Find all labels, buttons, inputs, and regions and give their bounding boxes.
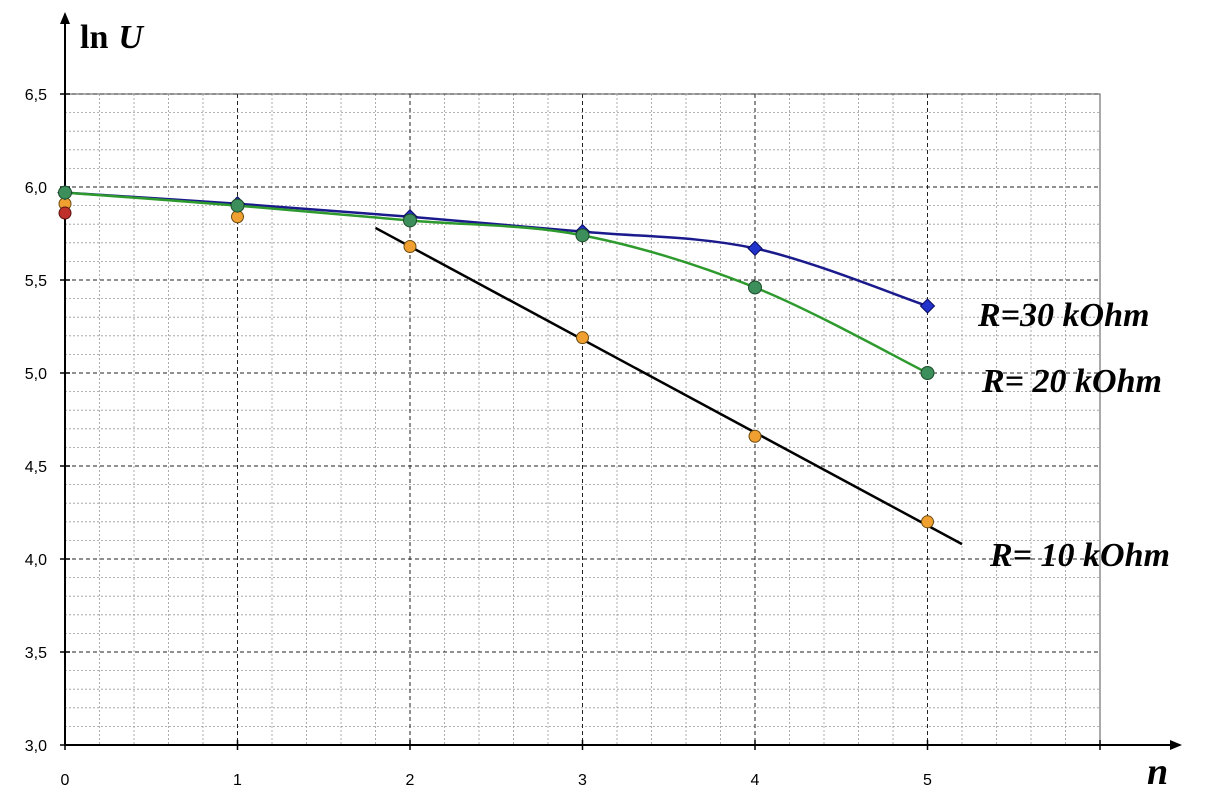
y-tick-label: 4,5 (25, 459, 47, 476)
y-tick-label: 6,0 (25, 180, 47, 197)
y-tick-label: 3,0 (25, 738, 47, 755)
x-tick-label: 3 (578, 772, 587, 789)
data-point-10kohm (748, 429, 762, 443)
series-fit-line-10kohm (374, 226, 963, 546)
axes: 0 1 2 3 4 5 3,0 3,5 4,0 4,5 5,0 5,5 6,0 6,5 (25, 12, 1182, 789)
data-point-20kohm (920, 366, 935, 380)
data-point-20kohm (58, 185, 72, 200)
labels: ln Un R=30 kOhm R= 20 kOhm R= 10 kOhm (80, 19, 1170, 789)
data-point-20kohm (403, 213, 417, 228)
y-axis-title: ln U (80, 19, 145, 56)
x-tick-label: 2 (406, 772, 415, 789)
y-tick-label: 5,5 (25, 273, 47, 290)
data-point-20kohm (575, 228, 590, 243)
data-point-30kohm (919, 298, 936, 314)
series-line-20kohm (64, 191, 929, 375)
series-line-30kohm (64, 191, 928, 308)
y-tick-label: 4,0 (25, 552, 47, 569)
x-axis-title: n (1147, 751, 1168, 789)
x-tick-label: 4 (751, 772, 760, 789)
data-point-10kohm (403, 240, 417, 254)
y-axis-title-variable: U (118, 19, 145, 56)
x-tick-label: 1 (233, 772, 242, 789)
series-label-30kohm: R=30 kOhm (977, 297, 1149, 334)
data-point-30kohm (747, 240, 763, 257)
data-point-10kohm (576, 331, 589, 345)
series-label-20kohm: R= 20 kOhm (981, 363, 1162, 400)
data-point-20kohm (748, 280, 762, 295)
grid (64, 93, 1101, 746)
x-tick-label: 5 (923, 772, 932, 789)
y-tick-label: 3,5 (25, 645, 47, 662)
x-tick-label: 0 (61, 772, 70, 789)
y-axis-title-prefix: ln (80, 19, 108, 56)
data-point-10kohm (921, 515, 934, 529)
y-tick-label: 6,5 (25, 87, 47, 104)
series-label-10kohm: R= 10 kOhm (989, 537, 1170, 574)
series (57, 184, 963, 546)
y-tick-label: 5,0 (25, 366, 47, 383)
data-point-20kohm (230, 198, 245, 213)
data-point-extra (58, 206, 72, 220)
